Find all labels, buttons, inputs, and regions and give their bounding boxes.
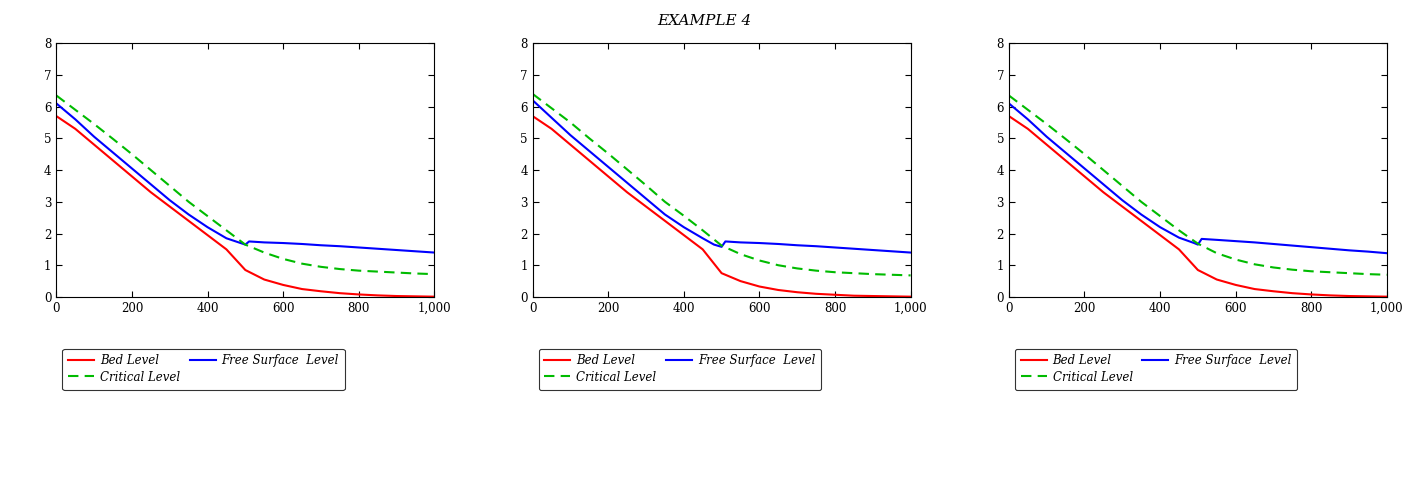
Text: EXAMPLE 4: EXAMPLE 4 (658, 14, 750, 28)
Legend: Bed Level, Critical Level, Free Surface  Level: Bed Level, Critical Level, Free Surface … (538, 349, 821, 390)
Legend: Bed Level, Critical Level, Free Surface  Level: Bed Level, Critical Level, Free Surface … (1015, 349, 1297, 390)
Legend: Bed Level, Critical Level, Free Surface  Level: Bed Level, Critical Level, Free Surface … (62, 349, 345, 390)
